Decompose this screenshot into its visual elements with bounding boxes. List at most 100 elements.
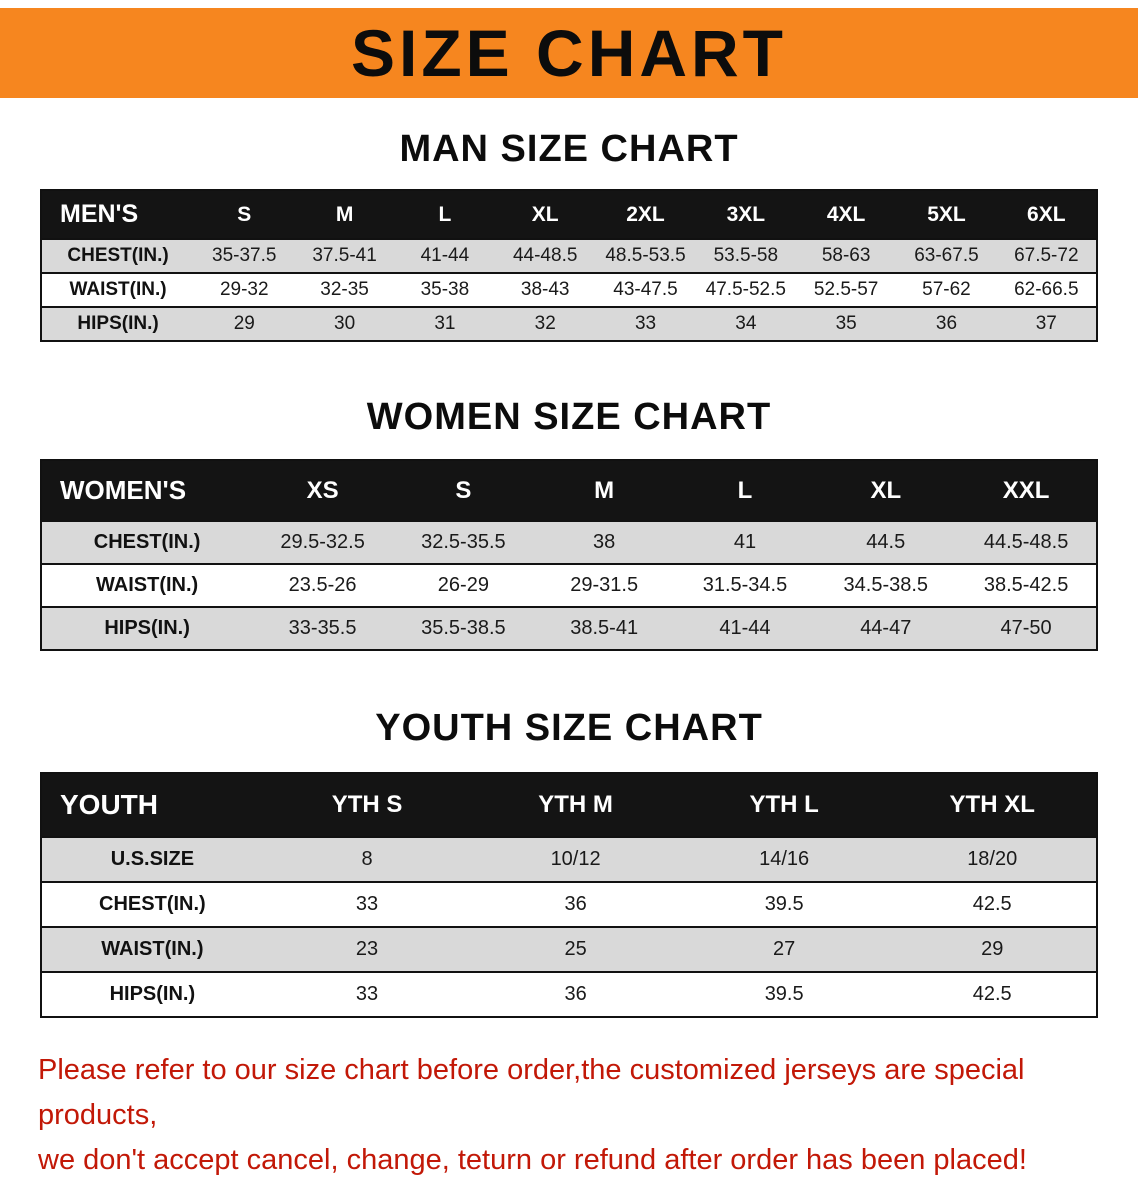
- header-row: MEN'S S M L XL 2XL 3XL 4XL 5XL 6XL: [41, 190, 1097, 239]
- table-cell: 34.5-38.5: [815, 563, 957, 607]
- column-header: M: [294, 190, 395, 239]
- table-cell: 30: [294, 306, 395, 341]
- table-cell: 25: [471, 926, 680, 972]
- table-cell: 8: [262, 836, 472, 882]
- table-row: CHEST(IN.) 35-37.5 37.5-41 41-44 44-48.5 48.5…: [41, 238, 1097, 273]
- notice-line-1: Please refer to our size chart before or…: [38, 1054, 1025, 1131]
- table-title-cell: YOUTH: [41, 773, 263, 837]
- table-cell: 44.5: [815, 520, 957, 564]
- column-header: S: [194, 190, 295, 239]
- table-row: CHEST(IN.) 33 36 39.5 42.5: [41, 881, 1097, 927]
- table-cell: 29-32: [194, 272, 295, 307]
- table-cell: 38.5-42.5: [956, 563, 1097, 607]
- table-cell: 48.5-53.5: [595, 238, 696, 273]
- title-banner: SIZE CHART: [0, 8, 1138, 98]
- man-section-heading: MAN SIZE CHART: [399, 128, 739, 170]
- table-title-cell: MEN'S: [41, 190, 195, 239]
- column-header: XL: [815, 460, 957, 521]
- table-row: HIPS(IN.) 33-35.5 35.5-38.5 38.5-41 41-44 44-…: [41, 606, 1097, 650]
- column-header: S: [392, 460, 534, 521]
- column-header: YTH S: [262, 773, 472, 837]
- table-cell: 32: [495, 306, 596, 341]
- table-cell: 42.5: [888, 971, 1097, 1017]
- column-header: L: [674, 460, 816, 521]
- row-label: WAIST(IN.): [41, 563, 253, 607]
- table-cell: 44-47: [815, 606, 957, 650]
- table-cell: 41: [674, 520, 816, 564]
- table-cell: 38-43: [495, 272, 596, 307]
- man-size-section: MAN SIZE CHART MEN'S S M L XL 2XL 3XL 4XL 5XL 6XL…: [0, 128, 1138, 342]
- column-header: 2XL: [595, 190, 696, 239]
- table-cell: 14/16: [679, 836, 889, 882]
- table-cell: 35.5-38.5: [392, 606, 534, 650]
- column-header: XXL: [956, 460, 1097, 521]
- man-size-table: MEN'S S M L XL 2XL 3XL 4XL 5XL 6XL CHEST(IN.) 35-37…: [40, 189, 1098, 342]
- column-header: 6XL: [996, 190, 1097, 239]
- column-header: L: [394, 190, 496, 239]
- table-cell: 36: [471, 881, 680, 927]
- table-cell: 33: [262, 881, 472, 927]
- youth-size-section: YOUTH SIZE CHART YOUTH YTH S YTH M YTH L YTH…: [0, 707, 1138, 1018]
- table-cell: 34: [695, 306, 796, 341]
- table-cell: 67.5-72: [996, 238, 1097, 273]
- table-cell: 47.5-52.5: [695, 272, 796, 307]
- table-cell: 58-63: [795, 238, 897, 273]
- table-cell: 29-31.5: [533, 563, 675, 607]
- table-row: CHEST(IN.) 29.5-32.5 32.5-35.5 38 41 44.5 44.5…: [41, 520, 1097, 564]
- table-cell: 38: [533, 520, 675, 564]
- header-row: YOUTH YTH S YTH M YTH L YTH XL: [41, 773, 1097, 837]
- table-cell: 35-38: [394, 272, 496, 307]
- table-cell: 35: [795, 306, 897, 341]
- row-label: HIPS(IN.): [41, 971, 263, 1017]
- table-cell: 39.5: [679, 881, 889, 927]
- column-header: 5XL: [896, 190, 997, 239]
- table-cell: 29: [888, 926, 1097, 972]
- row-label: HIPS(IN.): [41, 306, 195, 341]
- table-cell: 31.5-34.5: [674, 563, 816, 607]
- table-cell: 44-48.5: [495, 238, 596, 273]
- header-row: WOMEN'S XS S M L XL XXL: [41, 460, 1097, 521]
- table-title-cell: WOMEN'S: [41, 460, 253, 521]
- table-cell: 41-44: [674, 606, 816, 650]
- youth-size-table: YOUTH YTH S YTH M YTH L YTH XL U.S.SIZE 8 10/12…: [40, 772, 1098, 1018]
- table-cell: 35-37.5: [194, 238, 295, 273]
- table-cell: 29.5-32.5: [252, 520, 393, 564]
- table-row: HIPS(IN.) 33 36 39.5 42.5: [41, 971, 1097, 1017]
- table-cell: 23: [262, 926, 472, 972]
- table-cell: 62-66.5: [996, 272, 1097, 307]
- table-cell: 26-29: [392, 563, 534, 607]
- table-row: HIPS(IN.) 29 30 31 32 33 34 35 36 37: [41, 306, 1097, 341]
- table-cell: 36: [896, 306, 997, 341]
- youth-section-heading: YOUTH SIZE CHART: [375, 707, 763, 749]
- table-cell: 33: [595, 306, 696, 341]
- table-cell: 37.5-41: [294, 238, 395, 273]
- column-header: XS: [252, 460, 393, 521]
- table-cell: 42.5: [888, 881, 1097, 927]
- table-row: WAIST(IN.) 29-32 32-35 35-38 38-43 43-47.5 47.…: [41, 272, 1097, 307]
- table-cell: 44.5-48.5: [956, 520, 1097, 564]
- table-row: U.S.SIZE 8 10/12 14/16 18/20: [41, 836, 1097, 882]
- row-label: WAIST(IN.): [41, 926, 263, 972]
- row-label: HIPS(IN.): [41, 606, 253, 650]
- table-cell: 31: [394, 306, 496, 341]
- column-header: YTH L: [679, 773, 889, 837]
- table-cell: 63-67.5: [896, 238, 997, 273]
- table-cell: 47-50: [956, 606, 1097, 650]
- table-cell: 32-35: [294, 272, 395, 307]
- table-cell: 18/20: [888, 836, 1097, 882]
- row-label: WAIST(IN.): [41, 272, 195, 307]
- notice-line-2: we don't accept cancel, change, teturn o…: [38, 1143, 1027, 1176]
- row-label: CHEST(IN.): [41, 238, 195, 273]
- table-cell: 53.5-58: [695, 238, 796, 273]
- women-section-heading: WOMEN SIZE CHART: [366, 396, 772, 438]
- table-cell: 38.5-41: [533, 606, 675, 650]
- table-cell: 37: [996, 306, 1097, 341]
- table-cell: 57-62: [896, 272, 997, 307]
- row-label: CHEST(IN.): [41, 881, 263, 927]
- table-cell: 36: [471, 971, 680, 1017]
- table-cell: 29: [194, 306, 295, 341]
- table-row: WAIST(IN.) 23 25 27 29: [41, 926, 1097, 972]
- table-cell: 41-44: [394, 238, 496, 273]
- row-label: CHEST(IN.): [41, 520, 253, 564]
